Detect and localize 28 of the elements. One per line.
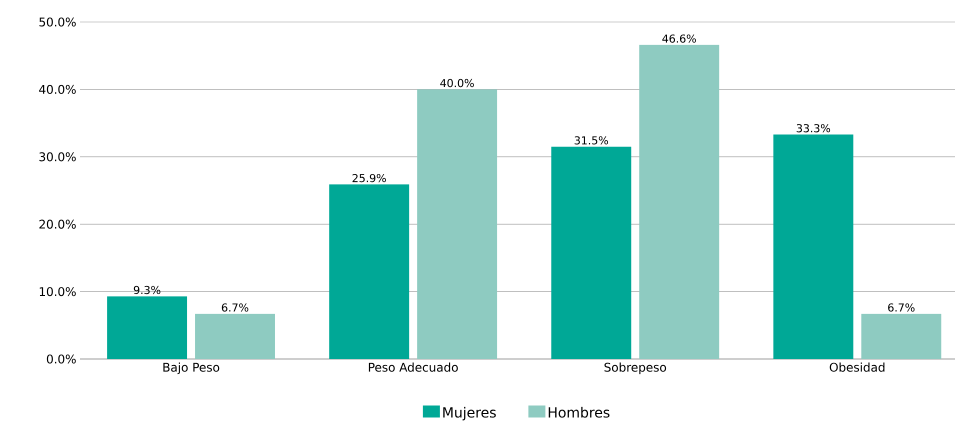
y-tick-label: 10.0% [40,287,76,296]
bar [417,89,498,359]
bar [329,184,410,359]
x-tick-label: Bajo Peso [163,362,220,374]
data-label: 40.0% [440,78,474,88]
bar [551,146,632,359]
data-label: 31.5% [574,136,608,144]
x-tick-label: Obesidad [830,362,884,372]
data-label: 25.9% [352,174,386,182]
data-label: 6.7% [222,303,248,312]
data-label: 9.3% [134,286,160,294]
x-tick-label: Sobrepeso [604,362,666,374]
bar [773,134,854,359]
legend-label: Mujeres [443,406,496,420]
y-tick-label: 50.0% [39,17,76,27]
y-tick-label: 40.0% [39,84,76,94]
bar [639,44,720,359]
bar [195,314,275,359]
data-label: 33.3% [796,124,830,132]
data-label: 46.6% [662,34,696,43]
data-label: 6.7% [888,303,915,312]
y-tick-label: 30.0% [39,152,76,162]
bar [107,296,188,359]
bar [861,314,942,359]
legend-label: Hombres [548,406,610,418]
x-tick-label: Peso Adecuado [368,362,458,372]
y-tick-label: 0.0% [46,354,76,364]
y-tick-label: 20.0% [39,220,76,229]
